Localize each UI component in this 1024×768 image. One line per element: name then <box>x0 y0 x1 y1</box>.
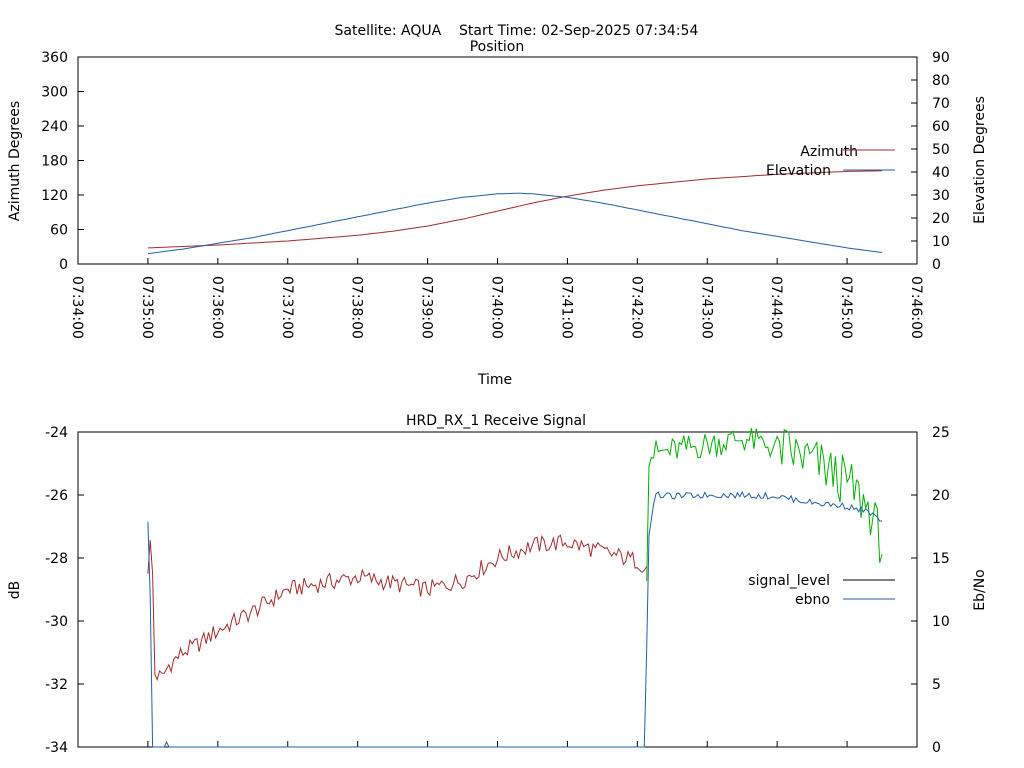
series-line-signal-level-high <box>646 428 883 581</box>
ebno-tick-label: 20 <box>932 488 950 504</box>
ebno-tick-label: 10 <box>932 614 950 630</box>
elevation-tick-label: 40 <box>932 165 950 181</box>
series-line-azimuth <box>147 170 883 249</box>
azimuth-tick-label: 240 <box>41 119 68 135</box>
time-tick-label: 07:38:00 <box>349 276 365 339</box>
azimuth-tick-label: 120 <box>41 188 68 204</box>
position-chart: Position Time Azimuth Degrees Elevation … <box>7 39 988 388</box>
db-tick-label: -28 <box>45 551 68 567</box>
time-tick-label: 07:37:00 <box>279 276 295 339</box>
legend-signal-level-label: signal_level <box>748 573 830 589</box>
elevation-tick-label: 50 <box>932 142 950 158</box>
satellite-label: Satellite: AQUA <box>334 23 442 39</box>
chart-header: Satellite: AQUA Start Time: 02-Sep-2025 … <box>0 7 1024 39</box>
legend-elevation-label: Elevation <box>766 163 831 179</box>
time-tick-label: 07:34:00 <box>69 276 85 339</box>
position-title: Position <box>470 39 525 55</box>
position-legend: Azimuth Elevation <box>766 144 895 179</box>
series-line-ebno <box>147 490 883 748</box>
elevation-tick-label: 70 <box>932 96 950 112</box>
position-xlabel: Time <box>477 372 512 388</box>
elevation-tick-label: 10 <box>932 234 950 250</box>
ebno-tick-label: 25 <box>932 425 950 441</box>
time-tick-label: 07:36:00 <box>209 276 225 339</box>
signal-y2label: Eb/No <box>972 569 988 611</box>
signal-plot-frame <box>77 431 918 748</box>
legend-ebno-label: ebno <box>795 592 830 608</box>
time-tick-label: 07:44:00 <box>768 276 784 339</box>
db-tick-label: -30 <box>45 614 68 630</box>
position-ylabel: Azimuth Degrees <box>7 101 23 221</box>
azimuth-tick-label: 180 <box>41 154 68 170</box>
position-y2label: Elevation Degrees <box>972 96 988 224</box>
elevation-tick-label: 90 <box>932 50 950 66</box>
elevation-tick-label: 0 <box>932 257 941 273</box>
ebno-tick-label: 15 <box>932 551 950 567</box>
elevation-tick-label: 30 <box>932 188 950 204</box>
azimuth-tick-label: 300 <box>41 85 68 101</box>
receive-signal-chart: HRD_RX_1 Receive Signal dB Eb/No -34 -32 -… <box>7 413 988 756</box>
signal-legend: signal_level ebno <box>748 573 895 608</box>
series-line-elevation <box>147 192 883 255</box>
legend-azimuth-label: Azimuth <box>800 144 858 160</box>
time-tick-label: 07:45:00 <box>838 276 854 339</box>
elevation-tick-label: 20 <box>932 211 950 227</box>
signal-ylabel: dB <box>7 581 23 600</box>
ebno-tick-label: 5 <box>932 677 941 693</box>
time-tick-label: 07:41:00 <box>558 276 574 339</box>
db-tick-label: -26 <box>45 488 68 504</box>
time-tick-label: 07:43:00 <box>698 276 714 339</box>
position-plot-frame <box>77 56 918 265</box>
elevation-tick-label: 80 <box>932 73 950 89</box>
signal-title: HRD_RX_1 Receive Signal <box>406 413 586 429</box>
start-time-label: Start Time: 02-Sep-2025 07:34:54 <box>459 23 699 39</box>
elevation-tick-label: 60 <box>932 119 950 135</box>
time-tick-label: 07:35:00 <box>139 276 155 339</box>
azimuth-tick-label: 360 <box>41 50 68 66</box>
time-tick-label: 07:40:00 <box>489 276 505 339</box>
db-tick-label: -32 <box>45 677 68 693</box>
db-tick-label: -34 <box>45 740 68 756</box>
azimuth-tick-label: 0 <box>59 257 68 273</box>
db-tick-label: -24 <box>45 425 68 441</box>
time-tick-label: 07:42:00 <box>628 276 644 339</box>
series-line-signal-level <box>147 534 648 682</box>
time-tick-label: 07:39:00 <box>419 276 435 339</box>
ebno-tick-label: 0 <box>932 740 941 756</box>
azimuth-tick-label: 60 <box>50 223 68 239</box>
time-tick-label: 07:46:00 <box>908 276 924 339</box>
